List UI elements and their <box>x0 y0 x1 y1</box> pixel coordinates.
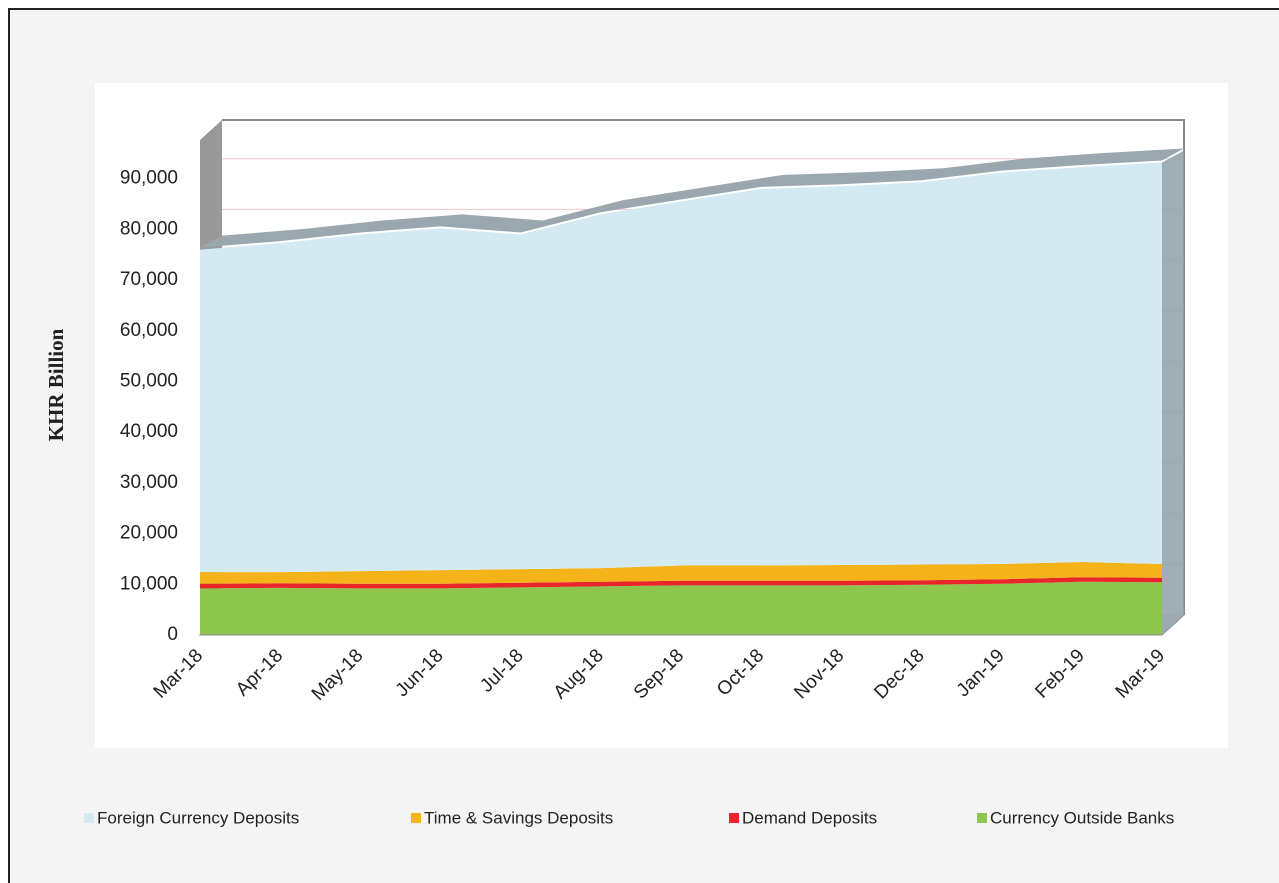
areas <box>200 148 1184 635</box>
y-tick-label: 10,000 <box>120 573 178 594</box>
area-top-edge <box>200 148 1184 248</box>
area <box>200 577 1162 589</box>
y-tick-label: 0 <box>167 624 178 645</box>
legend: Foreign Currency Deposits Time & Savings … <box>84 808 1174 827</box>
legend-label: Time & Savings Deposits <box>424 808 613 827</box>
area-side <box>1162 150 1184 635</box>
y-tick-label: 40,000 <box>120 421 178 442</box>
area <box>200 581 1162 635</box>
y-tick-label: 80,000 <box>120 218 178 239</box>
y-tick-label: 30,000 <box>120 472 178 493</box>
legend-label: Currency Outside Banks <box>990 808 1174 827</box>
legend-swatch <box>411 813 421 823</box>
y-tick-label: 90,000 <box>120 168 178 189</box>
legend-swatch <box>977 813 987 823</box>
y-tick-label: 70,000 <box>120 269 178 290</box>
legend-label: Foreign Currency Deposits <box>97 808 299 827</box>
area <box>200 162 1162 573</box>
y-tick-label: 60,000 <box>120 320 178 341</box>
legend-swatch <box>729 813 739 823</box>
legend-swatch <box>84 813 94 823</box>
legend-label: Demand Deposits <box>742 808 877 827</box>
y-tick-label: 50,000 <box>120 371 178 392</box>
y-axis-label: KHR Billion <box>44 328 68 441</box>
y-tick-label: 20,000 <box>120 523 178 544</box>
area <box>200 561 1162 584</box>
